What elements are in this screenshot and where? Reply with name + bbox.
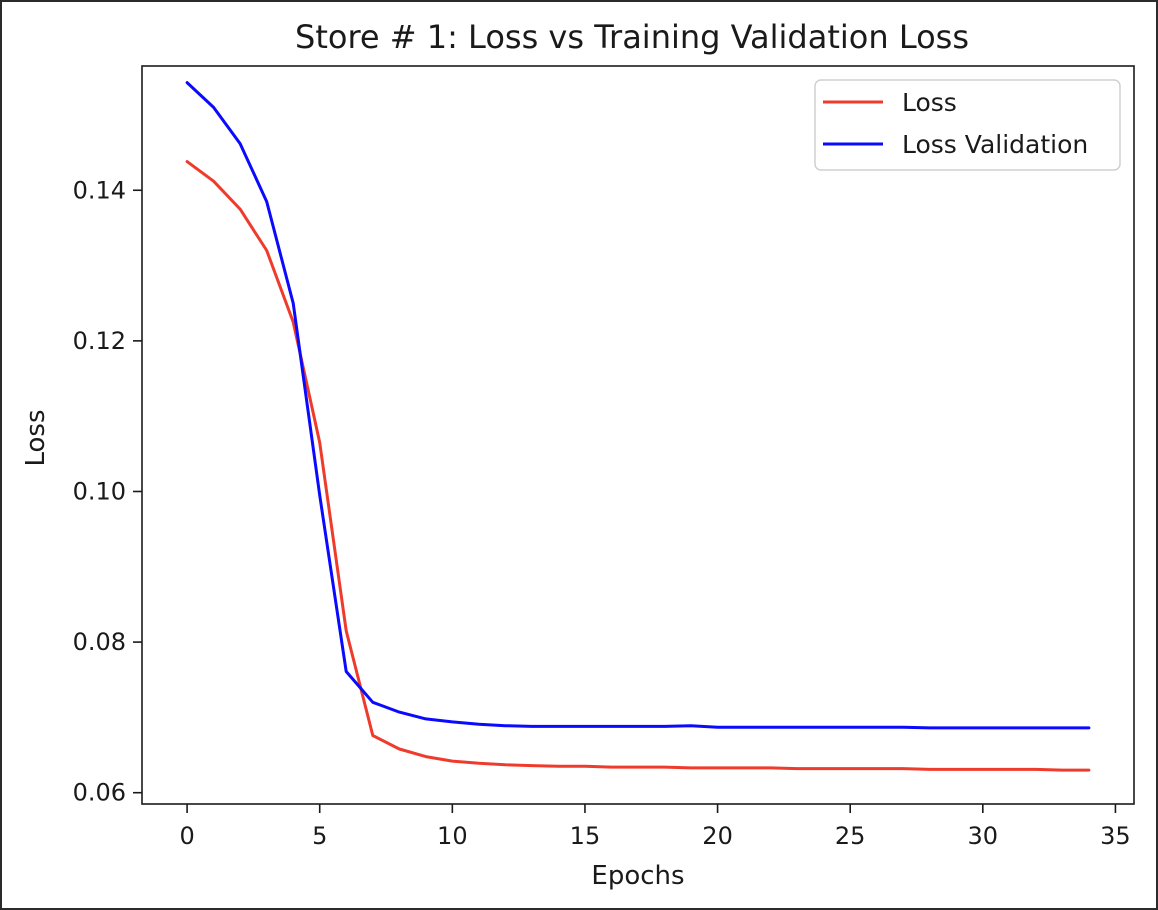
x-axis-label: Epochs — [591, 861, 684, 891]
x-tick-label: 25 — [835, 822, 866, 850]
x-tick-label: 20 — [702, 822, 733, 850]
chart-title: Store # 1: Loss vs Training Validation L… — [295, 18, 969, 56]
legend: Loss Loss Validation — [814, 79, 1121, 171]
y-tick-label: 0.06 — [73, 779, 126, 807]
y-tick-label: 0.10 — [73, 477, 126, 505]
x-tick-label: 35 — [1100, 822, 1131, 850]
y-tick-label: 0.12 — [73, 327, 126, 355]
legend-label-loss-validation: Loss Validation — [902, 130, 1088, 159]
legend-box — [814, 79, 1121, 171]
plot-area — [141, 65, 1135, 805]
y-tick-label: 0.14 — [73, 176, 126, 204]
series-line-loss — [185, 160, 1091, 772]
x-tick-label: 30 — [968, 822, 999, 850]
series-line-loss-validation — [185, 81, 1091, 730]
x-tick-label: 0 — [179, 822, 194, 850]
x-tick-label: 15 — [570, 822, 601, 850]
y-tick-label: 0.08 — [73, 628, 126, 656]
y-axis-label: Loss — [21, 409, 51, 466]
y-ticks: 0.06 0.08 0.10 0.12 0.14 — [73, 176, 142, 807]
legend-label-loss: Loss — [902, 88, 957, 117]
x-tick-label: 5 — [312, 822, 327, 850]
x-ticks: 0 5 10 15 20 25 30 35 — [179, 804, 1131, 850]
series-lines — [185, 81, 1091, 772]
x-tick-label: 10 — [437, 822, 468, 850]
